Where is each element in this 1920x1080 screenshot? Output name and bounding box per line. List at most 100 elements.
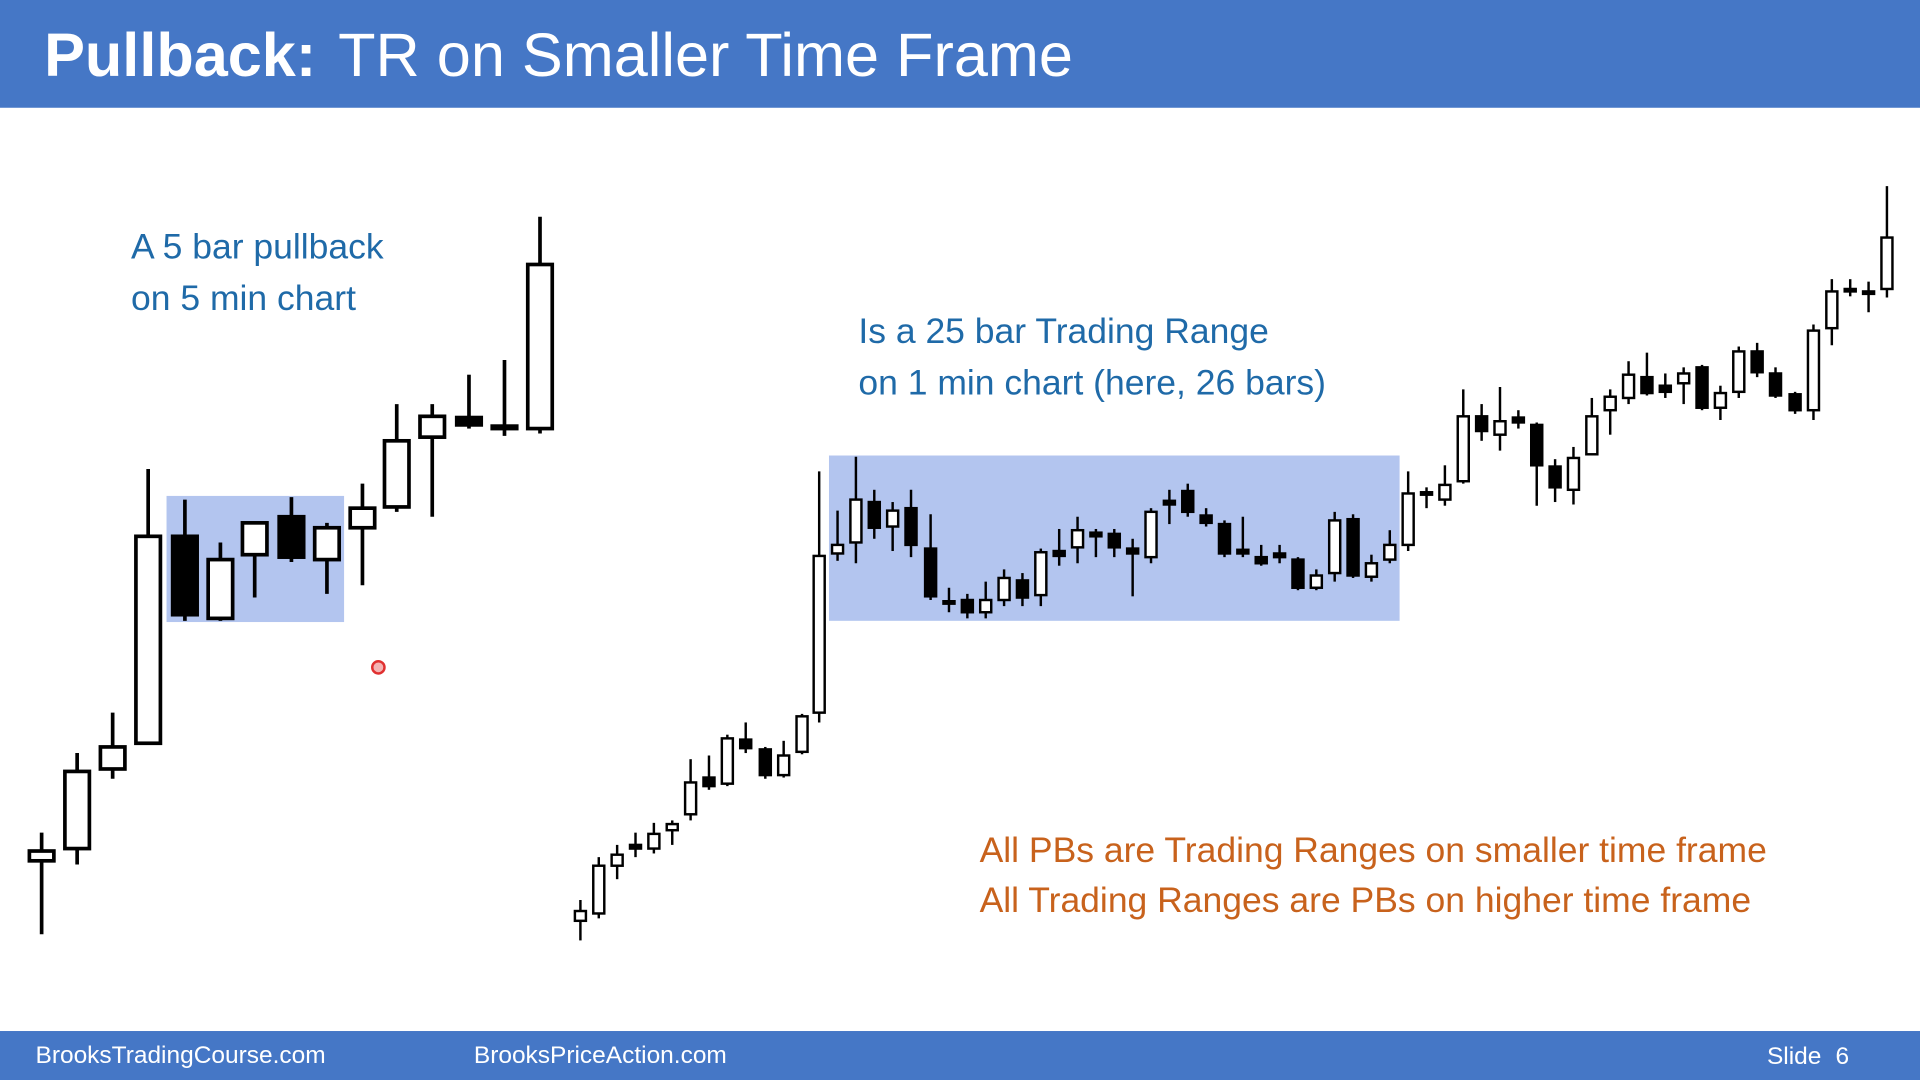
candle-body	[1825, 290, 1839, 330]
candle-body	[490, 424, 519, 431]
candle-body	[1806, 329, 1821, 412]
candle-body	[904, 506, 918, 547]
candle-body	[849, 498, 863, 544]
candle-body	[1695, 366, 1709, 409]
middle-note: on 1 min chart (here, 26 bars)	[858, 362, 1326, 402]
left-note: A 5 bar pullback	[131, 226, 384, 266]
candle-body	[1125, 547, 1140, 555]
cursor-dot	[371, 660, 386, 675]
candles	[27, 186, 1894, 941]
candle-body	[1015, 579, 1030, 599]
candle-body	[1254, 555, 1268, 565]
candle-body	[942, 600, 956, 605]
slide-label: Slide	[1767, 1043, 1821, 1070]
candle-body	[592, 864, 606, 915]
candle-body	[170, 534, 199, 617]
candle-body	[1309, 574, 1324, 589]
candle-body	[1089, 531, 1103, 538]
candle-body	[610, 853, 624, 867]
candle-body	[978, 598, 993, 614]
candle-body	[830, 543, 845, 555]
candle-body	[1640, 375, 1654, 395]
candle-body	[720, 737, 735, 785]
candle-body	[1621, 373, 1636, 400]
candle-body	[1566, 456, 1581, 492]
candle-body	[1750, 350, 1764, 374]
candle-body	[1713, 391, 1728, 409]
candle-body	[738, 738, 753, 750]
candle-body	[1236, 548, 1250, 555]
candle-body	[312, 525, 342, 562]
candle-body	[960, 598, 975, 614]
candle-body	[1327, 519, 1342, 575]
candle-body	[1676, 372, 1691, 385]
footer-link: BrooksPriceAction.com	[474, 1042, 727, 1069]
candle-body	[27, 849, 56, 863]
candle-body	[647, 832, 661, 850]
candle-body	[418, 414, 447, 439]
conclusion: All PBs are Trading Ranges on smaller ti…	[980, 830, 1767, 870]
candle-body	[1272, 552, 1287, 559]
candle-body	[702, 776, 716, 788]
candle-body	[1768, 372, 1783, 397]
candle-body	[1474, 415, 1489, 433]
candle-body	[885, 509, 900, 528]
candle-body	[1493, 420, 1507, 436]
candle-body	[628, 843, 643, 850]
candle-body	[1144, 510, 1158, 559]
candle-body	[1162, 499, 1177, 506]
candle-body	[867, 500, 882, 529]
candle-body	[1530, 423, 1544, 467]
candle-body	[1843, 287, 1857, 293]
candle-body	[1346, 517, 1360, 577]
footer-bar	[0, 1031, 1920, 1080]
slide-number: 6	[1836, 1043, 1850, 1070]
candle-body	[240, 521, 269, 557]
candle-body	[1861, 290, 1876, 296]
candle-body	[795, 715, 809, 754]
middle-note: Is a 25 bar Trading Range	[858, 311, 1269, 351]
candle-body	[134, 534, 163, 746]
candle-body	[923, 547, 938, 598]
candle-body	[812, 554, 826, 714]
candle-body	[382, 438, 411, 509]
candle-body	[1199, 514, 1213, 525]
candle-body	[98, 745, 127, 771]
header-bar	[0, 0, 1920, 108]
candle-body	[997, 576, 1011, 602]
candle-body	[1548, 465, 1562, 489]
candle-body	[1034, 551, 1048, 597]
candle-body	[1788, 393, 1802, 412]
slide-title: Pullback: TR on Smaller Time Frame	[44, 21, 1073, 89]
candle-body	[1181, 489, 1195, 514]
candle-body	[1732, 350, 1746, 394]
candle-body	[1511, 416, 1526, 424]
candle-body	[683, 781, 698, 816]
candle-body	[1217, 522, 1232, 555]
candle-body	[1052, 549, 1066, 558]
candle-body	[665, 822, 679, 832]
title-rest: TR on Smaller Time Frame	[338, 21, 1073, 89]
title-bold: Pullback:	[44, 21, 316, 89]
candle-body	[758, 748, 773, 777]
candle-body	[1070, 528, 1085, 549]
candle-body	[573, 909, 588, 923]
candle-body	[1658, 384, 1673, 394]
candle-body	[1291, 558, 1305, 589]
candle-body	[1383, 543, 1397, 561]
candle-body	[277, 514, 306, 559]
candle-body	[1603, 395, 1617, 412]
footer-link: BrooksTradingCourse.com	[36, 1042, 326, 1069]
candle-body	[525, 262, 555, 431]
candle-body	[1107, 532, 1122, 549]
candle-body	[1401, 492, 1415, 547]
candle-body	[1585, 415, 1599, 456]
left-note: on 5 min chart	[131, 278, 356, 318]
candle-body	[1456, 415, 1470, 483]
candle-body	[776, 754, 791, 777]
candle-body	[1880, 236, 1894, 291]
candle-body	[1438, 483, 1452, 501]
conclusion: All Trading Ranges are PBs on higher tim…	[980, 880, 1752, 920]
